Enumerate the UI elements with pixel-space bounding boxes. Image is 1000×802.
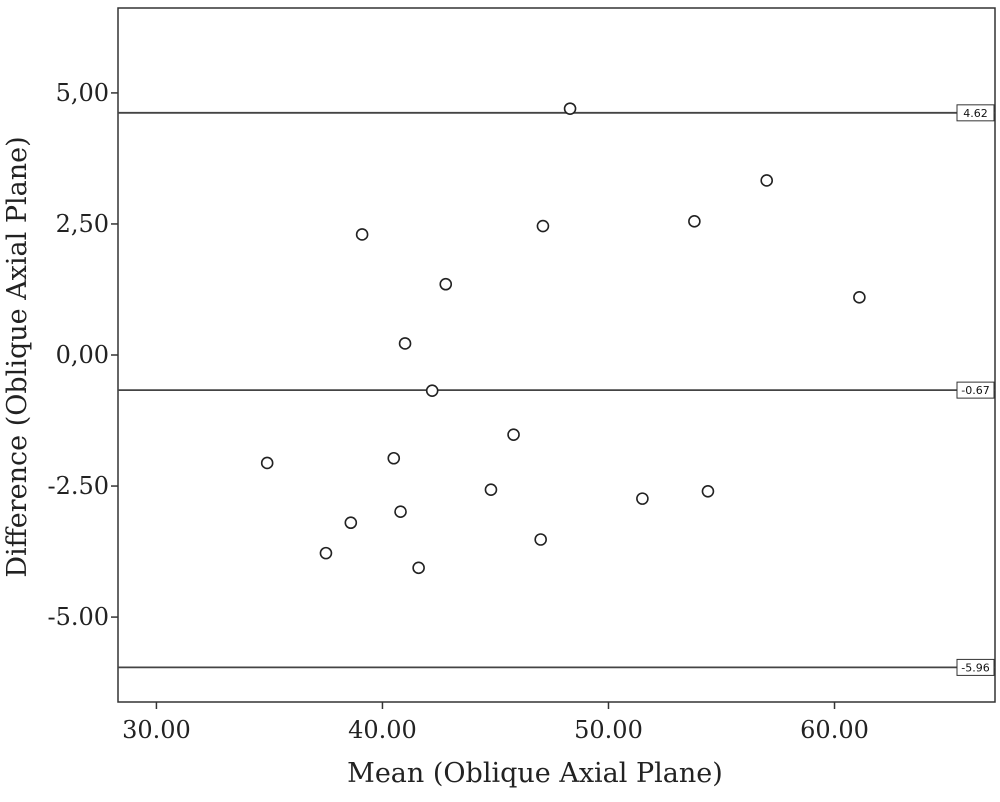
data-point [484, 483, 498, 497]
y-axis: 5,00 2,50 0,00 -2.50 -5.00 [47, 79, 118, 631]
x-axis-title: Mean (Oblique Axial Plane) [347, 758, 723, 789]
data-point [319, 546, 333, 560]
x-tick-label: 60.00 [800, 716, 869, 744]
reference-label: 4.62 [963, 107, 988, 120]
data-point [412, 561, 425, 575]
reference-lines: 4.62 -0.67 -5.96 [118, 104, 995, 676]
data-point [760, 174, 774, 187]
data-point [387, 451, 401, 465]
data-point [344, 516, 358, 530]
data-point [688, 215, 701, 228]
data-point [536, 219, 550, 233]
x-axis: 30.00 40.00 50.00 60.00 [122, 702, 869, 744]
data-point [701, 484, 715, 498]
data-point [534, 533, 547, 546]
data-point [398, 337, 412, 350]
data-point [636, 492, 649, 505]
y-tick-label: 2,50 [56, 210, 109, 238]
x-tick-label: 30.00 [122, 716, 191, 744]
reference-label-box [956, 658, 995, 676]
data-point [355, 228, 369, 241]
y-tick-label: 0,00 [56, 341, 109, 369]
x-tick-label: 50.00 [574, 716, 643, 744]
data-point [260, 456, 274, 470]
data-point [853, 291, 866, 304]
reference-label: -5.96 [961, 661, 989, 674]
reference-label: -0.67 [961, 384, 989, 397]
data-point [394, 505, 407, 519]
data-point [507, 428, 520, 441]
plot-frame [117, 7, 996, 703]
y-tick-label: -2.50 [47, 472, 109, 500]
y-tick-label: 5,00 [56, 79, 109, 107]
data-points [260, 102, 866, 575]
reference-label-box [956, 104, 995, 122]
reference-label-box [956, 381, 995, 399]
data-point [425, 384, 439, 397]
data-point [563, 102, 577, 115]
y-axis-title: Difference (Oblique Axial Plane) [2, 136, 33, 577]
x-tick-label: 40.00 [348, 716, 417, 744]
data-point [439, 277, 453, 291]
y-tick-label: -5.00 [47, 603, 109, 631]
